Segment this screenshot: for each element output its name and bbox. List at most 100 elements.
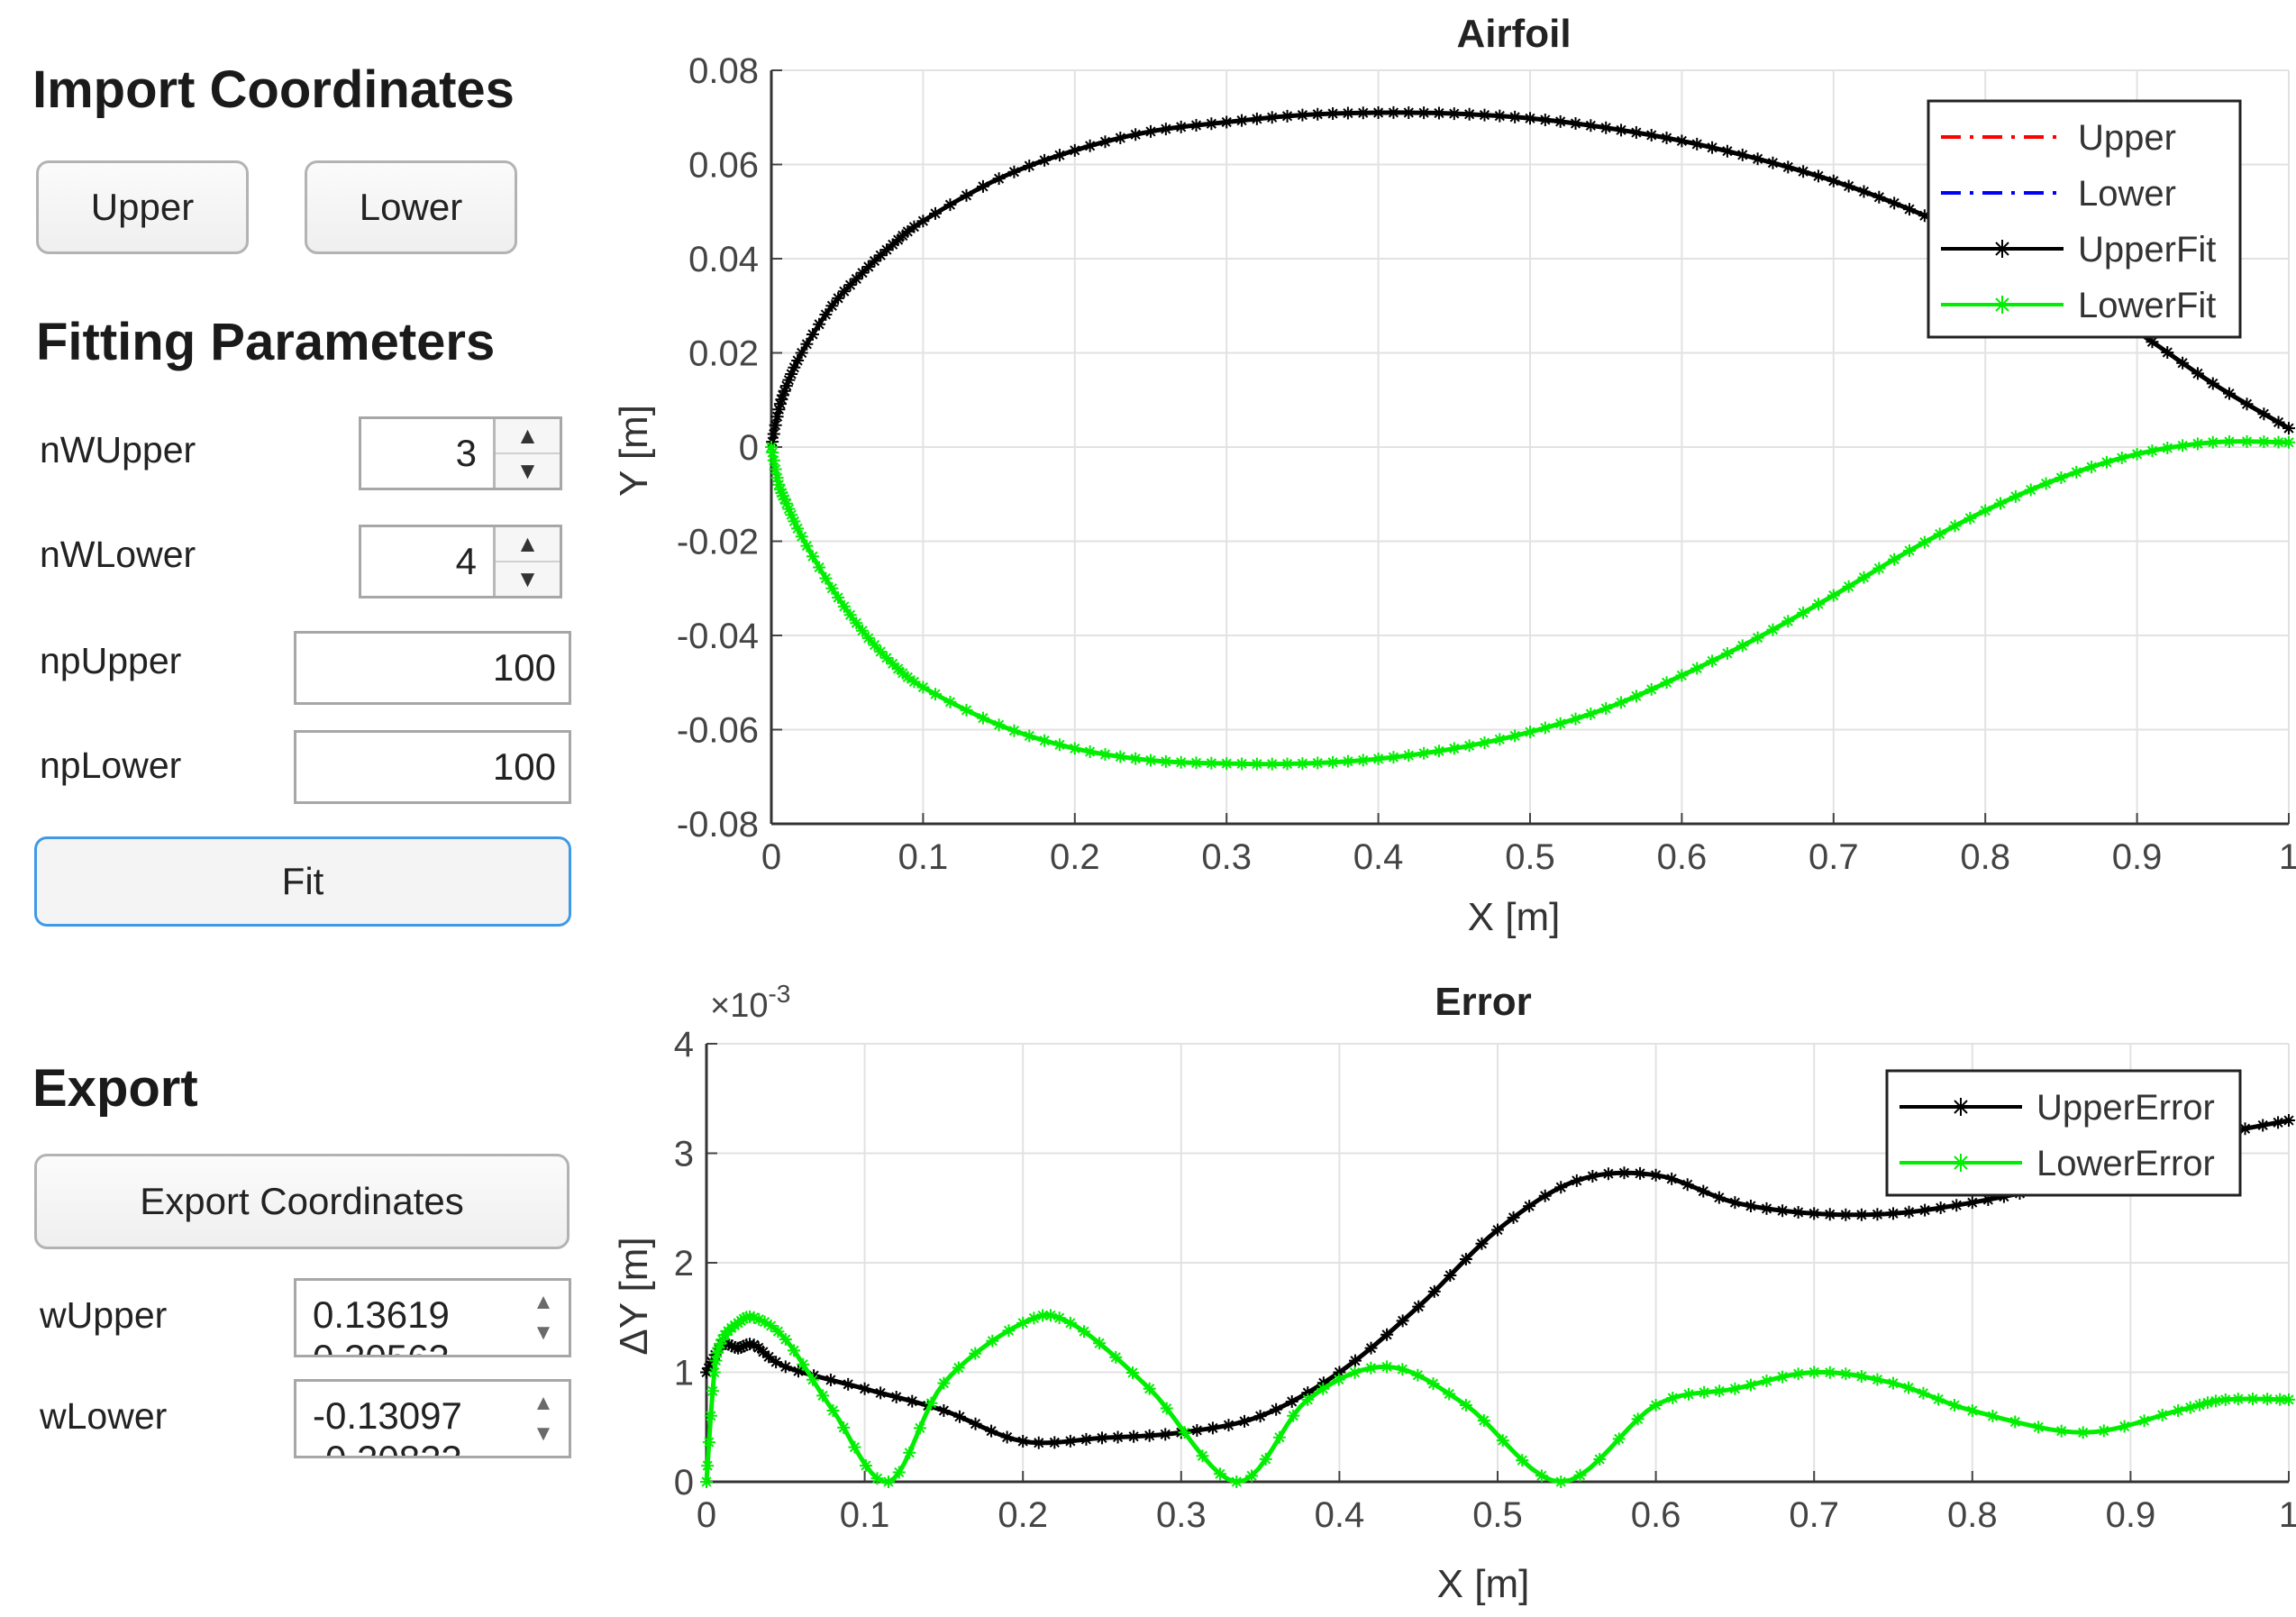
airfoil-point-lowerfit [1629,690,1643,703]
nplower-field[interactable]: 100 [294,730,571,804]
airfoil-point-upperfit [1508,110,1522,123]
error-point-uppererror [1617,1166,1631,1180]
error-point-lowererror [1052,1311,1066,1325]
nwlower-value[interactable]: 4 [455,540,477,582]
fit-button[interactable]: Fit [34,836,571,927]
airfoil-point-lowerfit [778,492,791,506]
npupper-value[interactable]: 100 [492,646,556,689]
airfoil-point-lowerfit [788,515,801,528]
nwlower-spinner[interactable]: 4 ▲ ▼ [359,525,562,598]
nwlower-increment-icon[interactable]: ▲ [496,527,560,562]
error-ytick-label: 4 [674,1025,694,1064]
nplower-label: npLower [40,745,182,786]
airfoil-point-upperfit [1615,123,1628,137]
airfoil-point-upperfit [868,254,881,268]
error-point-uppererror [702,1361,715,1375]
error-legend-box [1885,1069,2242,1197]
airfoil-point-upperfit [1356,106,1370,120]
error-point-uppererror [725,1339,739,1353]
airfoil-point-lowerfit [1615,696,1628,709]
airfoil-point-lowerfit [2206,435,2219,449]
airfoil-point-upperfit [2146,335,2159,349]
upper-import-button[interactable]: Upper [36,160,249,254]
error-point-lowererror [1143,1382,1156,1395]
airfoil-point-lowerfit [1417,746,1431,760]
error-point-uppererror [1965,1196,1979,1210]
wupper-scroll-down-icon[interactable]: ▼ [533,1320,554,1345]
airfoil-xtick-label: 0.8 [1960,837,2010,877]
error-legend-marker [1952,1154,1970,1172]
error-point-lowererror [1443,1387,1456,1401]
airfoil-legend-label: UpperFit [2078,230,2216,270]
airfoil-point-lowerfit [1766,623,1780,636]
error-point-lowererror [1364,1361,1378,1375]
airfoil-point-lowerfit [2009,489,2022,503]
error-point-uppererror [889,1390,903,1403]
nwupper-value[interactable]: 3 [455,432,477,474]
airfoil-point-lowerfit [1129,752,1143,765]
airfoil-point-lowerfit [2222,434,2236,448]
airfoil-xtick-label: 0.7 [1809,837,1859,877]
wlower-textarea[interactable]: -0.13097 -0.20823 ▲ ▼ [294,1379,571,1458]
error-point-lowererror [2055,1424,2068,1438]
error-point-uppererror [779,1360,792,1374]
error-point-lowererror [707,1366,721,1379]
error-point-lowererror [1287,1409,1300,1422]
airfoil-point-upperfit [1205,117,1218,131]
error-point-lowererror [1917,1386,1930,1400]
airfoil-point-upperfit [825,299,839,313]
airfoil-point-lowerfit [1250,757,1263,771]
airfoil-point-lowerfit [1341,754,1354,768]
airfoil-point-upperfit [1326,107,1340,121]
error-point-lowererror [1317,1382,1330,1395]
airfoil-point-lowerfit [769,462,782,476]
airfoil-point-lowerfit [1933,527,1946,541]
error-point-uppererror [858,1382,871,1395]
wlower-scroll-down-icon[interactable]: ▼ [533,1421,554,1446]
error-point-lowererror [1078,1325,1091,1338]
airfoil-point-upperfit [886,238,899,251]
airfoil-point-upperfit [772,403,786,416]
error-point-lowererror [1109,1350,1123,1364]
error-point-lowererror [1160,1402,1173,1415]
export-coordinates-button[interactable]: Export Coordinates [34,1154,569,1249]
error-point-lowererror [1332,1373,1345,1386]
airfoil-point-lowerfit [891,662,905,675]
npupper-field[interactable]: 100 [294,631,571,705]
error-point-lowererror [2076,1426,2090,1439]
error-xtick-label: 0.6 [1631,1495,1681,1535]
error-point-uppererror [1270,1402,1283,1416]
airfoil-point-upperfit [2191,367,2204,380]
error-point-lowererror [848,1440,861,1454]
airfoil-point-upperfit [1083,139,1097,152]
nplower-value[interactable]: 100 [492,745,556,788]
nwupper-spinner[interactable]: 3 ▲ ▼ [359,416,562,490]
nwupper-decrement-icon[interactable]: ▼ [515,457,540,484]
airfoil-point-lowerfit [767,453,780,467]
error-point-lowererror [1272,1430,1286,1444]
airfoil-point-upperfit [1781,160,1795,174]
airfoil-point-lowerfit [1524,726,1536,739]
airfoil-point-lowerfit [1174,755,1188,769]
error-point-lowererror [2009,1415,2022,1429]
airfoil-point-lowerfit [1220,757,1234,771]
airfoil-point-lowerfit [1842,580,1855,593]
error-point-lowererror [1063,1316,1077,1329]
airfoil-point-upperfit [806,327,819,341]
airfoil-point-upperfit [1903,203,1916,216]
nwlower-decrement-icon[interactable]: ▼ [515,565,540,592]
error-point-lowererror [1016,1316,1030,1329]
lower-import-button[interactable]: Lower [305,160,517,254]
airfoil-point-upperfit [1402,105,1416,119]
error-point-uppererror [1760,1201,1773,1215]
airfoil-point-upperfit [1068,143,1081,157]
wupper-scroll-up-icon[interactable]: ▲ [533,1290,554,1314]
wlower-scroll-up-icon[interactable]: ▲ [533,1391,554,1415]
airfoil-point-upperfit [1311,107,1325,121]
nwupper-increment-icon[interactable]: ▲ [496,419,560,454]
error-point-lowererror [1871,1373,1884,1386]
wupper-textarea[interactable]: 0.13619 0.20563 ▲ ▼ [294,1278,571,1357]
import-coordinates-heading: Import Coordinates [32,60,515,119]
error-point-lowererror [764,1319,778,1332]
airfoil-point-lowerfit [1023,729,1036,743]
